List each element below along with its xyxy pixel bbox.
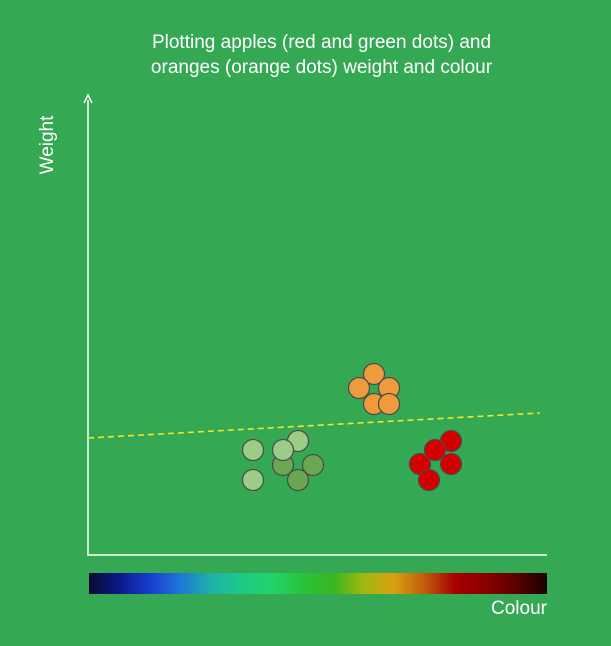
title-line-1: Plotting apples (red and green dots) and xyxy=(151,32,492,53)
orange-dot xyxy=(377,392,401,416)
green-apple-dot xyxy=(241,468,265,492)
orange-dot xyxy=(362,362,386,386)
green-apple-dots-light xyxy=(241,429,310,492)
title-line-2: oranges (orange dots) weight and colour xyxy=(150,57,493,78)
diagram-title: Plotting apples (red and green dots) and… xyxy=(0,30,611,80)
green-apple-dot xyxy=(301,453,325,477)
green-apple-dot xyxy=(286,468,310,492)
red-apple-dots xyxy=(408,429,463,492)
decision-boundary-line xyxy=(87,412,541,439)
red-apple-dot xyxy=(439,452,463,476)
arrow-up-icon xyxy=(83,93,93,104)
colour-gradient-fill xyxy=(89,573,547,594)
x-axis-label: Colour xyxy=(491,598,547,619)
red-apple-dot xyxy=(423,438,447,462)
orange-dots-cluster xyxy=(347,362,401,416)
orange-dot xyxy=(347,376,371,400)
red-apple-dot xyxy=(417,468,441,492)
green-apple-dot xyxy=(271,438,295,462)
colour-gradient-bar xyxy=(89,573,547,594)
green-apple-dot xyxy=(241,438,265,462)
